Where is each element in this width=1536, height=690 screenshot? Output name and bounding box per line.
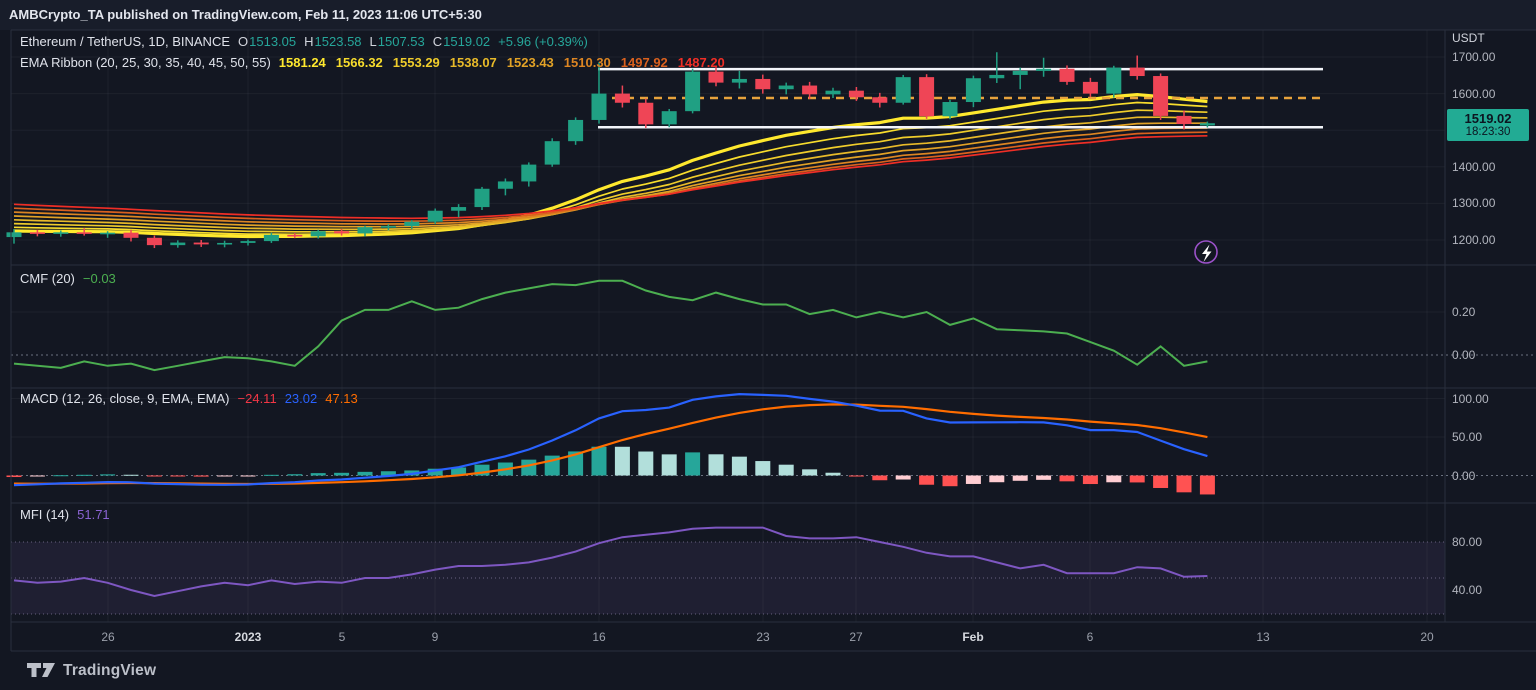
mfi-label: MFI (14) (20, 507, 70, 522)
macd-histogram (6, 446, 1215, 495)
macd-signal-line (13, 403, 1208, 486)
macd-line-value: 23.02 (284, 391, 318, 406)
mfi-legend[interactable]: MFI (14) 51.71 (20, 507, 110, 522)
publish-header: AMBCrypto_TA published on TradingView.co… (0, 0, 1536, 30)
lightning-icon[interactable] (1194, 240, 1218, 264)
time-tick: 20 (1420, 630, 1434, 644)
ema-value-55: 1487.20 (677, 55, 725, 70)
ema-value-50: 1497.92 (620, 55, 668, 70)
ohlc-c: C 1519.02 (432, 34, 491, 49)
price-tick: 1200.00 (1452, 233, 1496, 247)
macd-tick: 0.00 (1452, 468, 1476, 483)
time-tick: 9 (431, 630, 439, 644)
ohlc-o: O 1513.05 (238, 34, 297, 49)
time-tick: 2023 (234, 630, 262, 644)
ema-value-40: 1523.43 (506, 55, 554, 70)
cmf-tick: 0.00 (1452, 348, 1476, 362)
time-tick: 13 (1256, 630, 1270, 644)
ema-value-25: 1566.32 (335, 55, 383, 70)
mfi-tick: 40.00 (1452, 583, 1483, 597)
cmf-line (13, 279, 1208, 372)
ohlc-values: O 1513.05 H 1523.58 L 1507.53 C 1519.02 (238, 34, 490, 49)
time-tick: 5 (338, 630, 346, 644)
change-value: +5.96 (+0.39%) (498, 34, 588, 49)
macd-hist-value: −24.11 (237, 391, 277, 406)
time-tick: 6 (1086, 630, 1094, 644)
last-price: 1519.02 (1464, 111, 1512, 126)
cmf-label: CMF (20) (20, 271, 75, 286)
time-tick: 23 (756, 630, 770, 644)
symbol-title: Ethereum / TetherUS, 1D, BINANCE (20, 34, 231, 49)
ema-ribbon-values: 1581.24 1566.32 1553.29 1538.07 1523.43 1510.… (279, 55, 725, 70)
time-tick: 16 (592, 630, 606, 644)
price-tick: 1700.00 (1452, 50, 1496, 64)
cmf-legend[interactable]: CMF (20) −0.03 (20, 271, 116, 286)
ema-value-20: 1581.24 (278, 55, 326, 70)
ema-value-45: 1510.30 (563, 55, 611, 70)
macd-line (13, 392, 1208, 487)
ema-ribbon-lines (13, 92, 1208, 239)
ema-value-35: 1538.07 (449, 55, 497, 70)
macd-tick: 100.00 (1452, 391, 1489, 406)
axis-currency: USDT (1452, 31, 1485, 45)
price-tick: 1300.00 (1452, 196, 1496, 211)
tradingview-brand[interactable]: TradingView (63, 661, 157, 679)
ohlc-h: H 1523.58 (304, 34, 362, 49)
last-price-label: 1519.02 18:23:30 (1447, 109, 1529, 141)
time-tick: Feb (962, 630, 984, 644)
macd-label: MACD (12, 26, close, 9, EMA, EMA) (20, 391, 230, 406)
tradingview-logo-icon[interactable] (27, 662, 55, 679)
cmf-tick: 0.20 (1452, 305, 1476, 319)
mfi-line (13, 526, 1208, 598)
macd-legend[interactable]: MACD (12, 26, close, 9, EMA, EMA) −24.11… (20, 391, 358, 406)
macd-tick: 50.00 (1452, 430, 1483, 444)
mfi-value: 51.71 (77, 507, 110, 522)
time-tick: 26 (101, 630, 115, 644)
time-tick: 27 (849, 630, 863, 644)
footer-bar: TradingView (0, 651, 1536, 690)
ema-ribbon-legend[interactable]: EMA Ribbon (20, 25, 30, 35, 40, 45, 50, … (20, 55, 725, 70)
symbol-legend[interactable]: Ethereum / TetherUS, 1D, BINANCE O 1513.0… (20, 34, 588, 49)
publish-line: AMBCrypto_TA published on TradingView.co… (9, 7, 482, 22)
ema-value-30: 1553.29 (392, 55, 440, 70)
candles (6, 52, 1215, 249)
ohlc-l: L 1507.53 (369, 34, 425, 49)
mfi-tick: 80.00 (1452, 535, 1483, 549)
ema-ribbon-label: EMA Ribbon (20, 25, 30, 35, 40, 45, 50, … (20, 55, 271, 70)
macd-signal-value: 47.13 (325, 391, 358, 406)
bar-countdown: 18:23:30 (1465, 126, 1511, 138)
price-tick: 1400.00 (1452, 159, 1496, 174)
cmf-value: −0.03 (82, 271, 116, 286)
price-tick: 1600.00 (1452, 86, 1496, 101)
